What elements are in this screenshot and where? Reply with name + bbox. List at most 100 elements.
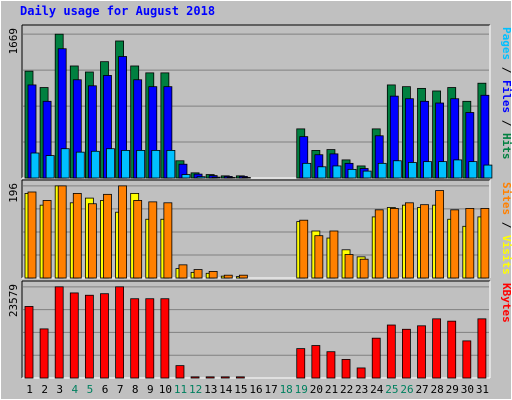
bar-kbytes [311,345,321,379]
bar-pages [302,162,312,179]
bar-kbytes [160,298,170,379]
x-tick-label: 26 [400,383,413,396]
x-tick-label: 17 [264,383,277,396]
bar-sites [344,254,354,279]
bar-sites [480,208,490,279]
bar-kbytes [100,293,109,379]
bar-sites [329,230,339,279]
bar-sites [405,202,414,279]
x-tick-label: 19 [295,383,308,396]
x-tick-label: 6 [102,383,109,396]
x-tick-label: 30 [461,383,474,396]
x-tick-label: 13 [204,383,217,396]
panel-middle: 196 Sites / Visits [7,179,512,279]
bar-pages [317,166,327,179]
bar-kbytes [220,376,230,379]
bar-sites [178,264,188,279]
legend-entry: Sites [500,182,512,215]
legend-entry: Files [500,80,512,113]
bar-pages [121,150,130,179]
x-tick-label: 10 [159,383,172,396]
plot-area [22,281,490,378]
bar-pages [30,152,40,179]
panel-bottom: 23579 KBytes [7,280,512,379]
bar-sites [27,191,37,279]
bar-sites [87,203,97,279]
bar-sites [42,200,52,279]
bar-kbytes [371,337,381,379]
bar-kbytes [24,306,34,379]
bar-kbytes [69,292,79,379]
bar-sites [57,185,67,279]
bar-kbytes [356,367,366,379]
bar-sites [389,208,399,279]
bar-kbytes [175,365,185,379]
x-tick-label: 16 [249,383,262,396]
x-tick-label: 22 [340,383,353,396]
x-tick-label: 21 [325,383,338,396]
legend-entry: / [500,60,512,80]
bar-pages [196,176,206,179]
bar-pages [468,161,478,179]
bar-pages [181,174,191,179]
bar-pages [90,150,100,179]
bar-sites [163,202,173,279]
bar-kbytes [190,376,200,379]
bar-pages [241,177,251,179]
bar-sites [374,209,384,279]
axis-legend: Sites / Visits [500,182,512,275]
bar-sites [450,209,460,279]
x-tick-label: 2 [41,383,48,396]
x-tick-label: 14 [219,383,233,396]
legend-entry: Hits [500,133,512,160]
bar-pages [362,170,372,179]
x-tick-label: 20 [310,383,323,396]
bar-kbytes [235,376,245,379]
bar-pages [332,165,342,179]
bar-kbytes [462,340,472,379]
bar-kbytes [386,324,396,379]
x-tick-label: 18 [280,383,293,396]
x-tick-label: 5 [87,383,94,396]
bar-kbytes [432,318,442,379]
legend-entry: / [500,113,512,133]
bar-sites [148,201,158,279]
bar-kbytes [341,359,351,379]
bar-pages [211,176,221,179]
bar-kbytes [417,325,426,379]
bar-pages [483,164,493,179]
bar-pages [226,177,236,179]
bar-sites [223,274,233,279]
chart-title: Daily usage for August 2018 [20,4,215,18]
x-tick-label: 1 [26,383,33,396]
x-tick-label: 11 [174,383,187,396]
x-tick-label: 25 [385,383,398,396]
axis-legend: Pages / Files / Hits [500,27,512,160]
bar-kbytes [115,286,124,379]
x-tick-label: 23 [355,383,368,396]
x-tick-label: 4 [72,383,79,396]
x-tick-label: 28 [431,383,444,396]
bar-pages [45,155,55,179]
bar-pages [408,162,417,179]
bar-pages [347,168,357,179]
x-tick-label: 31 [476,383,489,396]
x-tick-label: 12 [189,383,202,396]
bar-pages [60,148,70,179]
bar-kbytes [130,298,140,379]
bar-pages [438,161,448,179]
legend-entry: Visits [500,235,512,275]
bar-kbytes [402,328,411,379]
legend-entry: KBytes [500,283,512,323]
legend-entry: Pages [500,27,512,60]
bar-pages [453,159,463,179]
bar-sites [299,219,309,279]
bar-pages [151,150,161,179]
x-tick-label: 7 [117,383,124,396]
x-tick-label: 15 [234,383,247,396]
bar-sites [193,269,203,279]
bar-sites [465,208,475,279]
panel-top: 1669 Pages / Files / Hits [7,24,512,179]
